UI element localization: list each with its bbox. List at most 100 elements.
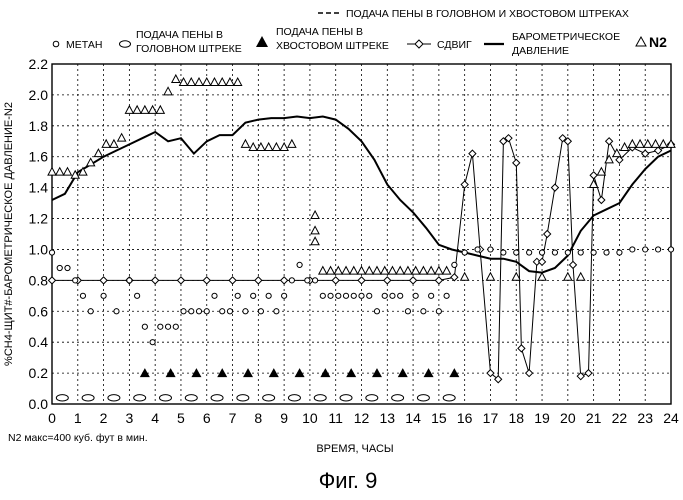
n2-point <box>311 211 319 219</box>
foam-head-point <box>340 395 352 401</box>
methane-point <box>142 324 147 329</box>
methane-point <box>604 250 609 255</box>
legend-label-foam-both: ПОДАЧА ПЕНЫ В ГОЛОВНОМ И ХВОСТОВОМ ШТРЕК… <box>346 8 629 20</box>
methane-point <box>475 247 480 252</box>
y-tick-label: 2.2 <box>29 56 49 72</box>
n2-point <box>435 267 443 275</box>
methane-point <box>630 247 635 252</box>
n2-point <box>365 267 373 275</box>
legend-label-baro-2: ДАВЛЕНИЕ <box>512 45 569 57</box>
n2-point <box>141 106 149 114</box>
methane-point <box>251 293 256 298</box>
n2-point <box>272 143 280 151</box>
foam-head-point <box>237 395 249 401</box>
n2-point <box>288 140 296 148</box>
shift-point <box>606 138 613 145</box>
x-tick-label: 11 <box>328 410 343 426</box>
series-foam-tail <box>140 368 460 377</box>
shift-point <box>539 258 546 265</box>
legend-label-baro-1: БАРОМЕТРИЧЕСКОЕ <box>512 31 620 43</box>
shift-point <box>642 150 649 157</box>
n2-point <box>564 273 572 281</box>
shift-point <box>255 277 262 284</box>
foam-head-point <box>417 395 429 401</box>
foam-tail-point <box>424 368 434 377</box>
methane-point <box>514 250 519 255</box>
foam-head-point <box>82 395 94 401</box>
methane-point <box>444 293 449 298</box>
methane-point <box>65 265 70 270</box>
legend-marker-shift <box>415 40 423 48</box>
y-tick-labels: 0.00.20.40.60.81.01.21.41.61.82.02.2 <box>29 56 49 412</box>
methane-point <box>173 324 178 329</box>
n2-point <box>311 237 319 245</box>
shift-point <box>384 277 391 284</box>
n2-point <box>342 267 350 275</box>
x-tick-label: 7 <box>229 410 237 426</box>
shift-point <box>177 277 184 284</box>
n2-point <box>133 106 141 114</box>
methane-point <box>57 265 62 270</box>
y-tick-label: 0.0 <box>29 396 49 412</box>
methane-point <box>127 278 132 283</box>
methane-point <box>150 340 155 345</box>
n2-point <box>659 140 667 148</box>
methane-point <box>204 309 209 314</box>
legend-label-foam-head-1: ПОДАЧА ПЕНЫ В <box>136 29 223 41</box>
foam-head-point <box>185 395 197 401</box>
foam-tail-point <box>449 368 459 377</box>
x-tick-label: 0 <box>48 410 56 426</box>
x-tick-label: 2 <box>100 410 108 426</box>
n2-point <box>48 168 56 176</box>
legend-label-foam-tail-1: ПОДАЧА ПЕНЫ В <box>276 26 363 38</box>
shift-point <box>229 277 236 284</box>
methane-point <box>243 309 248 314</box>
shift-point <box>451 274 458 281</box>
foam-tail-point <box>346 368 356 377</box>
methane-point <box>49 250 54 255</box>
n2-point <box>156 106 164 114</box>
methane-point <box>488 247 493 252</box>
legend-marker-foam-tail <box>256 36 268 47</box>
n2-point <box>187 78 195 86</box>
shift-point <box>569 261 576 268</box>
foam-tail-point <box>140 368 150 377</box>
n2-point <box>319 267 327 275</box>
y-tick-label: 1.6 <box>29 149 49 165</box>
methane-point <box>336 293 341 298</box>
n2-point <box>172 75 180 83</box>
n2-point <box>125 106 133 114</box>
x-tick-label: 18 <box>508 410 524 426</box>
shift-point <box>410 277 417 284</box>
methane-point <box>351 293 356 298</box>
foam-tail-point <box>398 368 408 377</box>
methane-point <box>312 278 317 283</box>
n2-point <box>203 78 211 86</box>
shift-point <box>435 277 442 284</box>
y-axis-title: %CH4-ЩИТ#-БАРОМЕТРИЧЕСКОЕ ДАВЛЕНИЕ-N2 <box>3 102 15 366</box>
n2-point <box>419 267 427 275</box>
methane-point <box>367 293 372 298</box>
y-tick-label: 2.0 <box>29 87 49 103</box>
shift-point <box>577 373 584 380</box>
methane-point <box>436 309 441 314</box>
methane-point <box>196 309 201 314</box>
x-tick-label: 1 <box>74 410 82 426</box>
n2-point <box>63 168 71 176</box>
methane-point <box>73 278 78 283</box>
methane-point <box>643 247 648 252</box>
foam-tail-point <box>295 368 305 377</box>
legend-label-shift: СДВИГ <box>437 39 472 51</box>
n2-point <box>652 140 660 148</box>
methane-point <box>539 250 544 255</box>
shift-point <box>518 345 525 352</box>
methane-point <box>220 309 225 314</box>
foam-head-point <box>314 395 326 401</box>
methane-point <box>274 309 279 314</box>
n2-point <box>218 78 226 86</box>
methane-point <box>114 309 119 314</box>
foam-head-point <box>288 395 300 401</box>
n2-point <box>241 140 249 148</box>
shift-point <box>100 277 107 284</box>
